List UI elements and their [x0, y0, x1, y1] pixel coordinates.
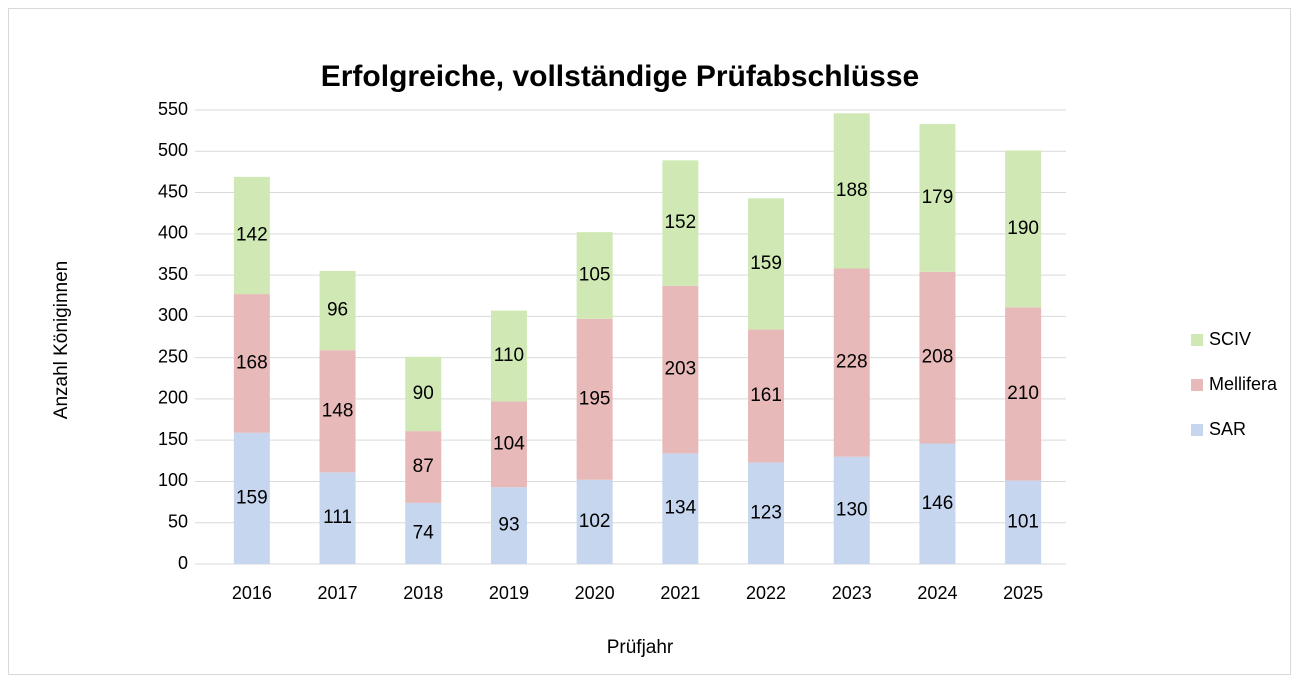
chart-title: Erfolgreiche, vollständige Prüfabschlüss… — [321, 60, 920, 93]
data-label: 87 — [413, 456, 434, 477]
data-label: 159 — [750, 253, 782, 274]
bar-segment — [1005, 480, 1042, 564]
bar-segment — [1005, 307, 1042, 481]
data-label: 110 — [494, 345, 524, 366]
y-tick-label: 150 — [158, 429, 188, 449]
data-label: 195 — [579, 388, 611, 409]
bar-segment — [319, 350, 356, 473]
x-tick-label: 2025 — [1003, 583, 1043, 603]
bar-segment — [833, 113, 870, 269]
y-tick-label: 50 — [168, 511, 188, 531]
x-tick-label: 2017 — [318, 583, 358, 603]
bar-segment — [662, 453, 699, 564]
bar-segment — [490, 401, 527, 488]
bar-segment — [405, 356, 442, 432]
y-tick-label: 450 — [158, 181, 188, 201]
legend-label: SCIV — [1209, 329, 1251, 349]
bar-segment — [405, 502, 442, 564]
legend-label: Mellifera — [1209, 374, 1278, 394]
data-label: 161 — [750, 385, 782, 406]
data-label: 123 — [750, 502, 782, 523]
bar-segment — [576, 232, 613, 319]
y-axis-label: Anzahl Königinnen — [51, 261, 72, 419]
x-tick-label: 2022 — [746, 583, 786, 603]
bar-segment — [233, 176, 270, 295]
bar-segment — [748, 198, 785, 330]
data-label: 101 — [1007, 511, 1039, 532]
bar-segment — [833, 456, 870, 564]
bar-segment — [662, 285, 699, 454]
data-label: 74 — [413, 522, 435, 543]
y-tick-label: 350 — [158, 264, 188, 284]
data-label: 190 — [1007, 218, 1039, 239]
data-label: 203 — [664, 359, 696, 380]
bar-segment — [233, 294, 270, 433]
y-tick-label: 200 — [158, 388, 188, 408]
bar-segment — [576, 479, 613, 564]
data-label: 93 — [498, 515, 519, 536]
bar-segment — [833, 268, 870, 457]
data-label: 130 — [836, 499, 868, 520]
data-label: 134 — [664, 498, 696, 519]
y-tick-label: 100 — [158, 470, 188, 490]
data-label: 228 — [836, 352, 868, 373]
data-label: 104 — [493, 433, 525, 454]
data-label: 210 — [1007, 383, 1039, 404]
bar-segment — [662, 160, 699, 286]
data-label: 168 — [236, 352, 268, 373]
y-tick-label: 550 — [158, 99, 188, 119]
data-label: 159 — [236, 487, 268, 508]
data-label: 208 — [922, 347, 954, 368]
y-tick-label: 400 — [158, 223, 188, 243]
legend-swatch — [1191, 424, 1203, 436]
bar-segment — [919, 443, 956, 564]
y-tick-label: 0 — [178, 553, 188, 573]
x-tick-label: 2019 — [489, 583, 529, 603]
x-tick-label: 2018 — [403, 583, 443, 603]
bar-segment — [233, 432, 270, 564]
bar-segment — [576, 318, 613, 480]
y-tick-label: 250 — [158, 346, 188, 366]
y-tick-label: 300 — [158, 305, 188, 325]
x-tick-label: 2024 — [917, 583, 957, 603]
data-label: 105 — [579, 265, 611, 286]
bar-segment — [490, 310, 527, 402]
x-axis-label: Prüfjahr — [607, 637, 674, 658]
x-tick-label: 2021 — [660, 583, 700, 603]
y-tick-label: 500 — [158, 140, 188, 160]
data-label: 179 — [922, 187, 954, 208]
bar-segment — [748, 329, 785, 463]
bar-segment — [319, 270, 356, 351]
data-label: 152 — [664, 212, 696, 233]
legend-swatch — [1191, 334, 1203, 346]
data-label: 148 — [322, 400, 354, 421]
data-label: 188 — [836, 180, 868, 201]
data-label: 142 — [236, 224, 268, 245]
data-label: 146 — [922, 493, 954, 514]
data-label: 111 — [323, 507, 352, 528]
data-label: 102 — [579, 511, 611, 532]
chart-border — [8, 8, 1291, 675]
bar-segment — [490, 487, 527, 564]
bar-segment — [319, 472, 356, 564]
legend-label: SAR — [1209, 419, 1246, 439]
bar-segment — [748, 462, 785, 564]
bar-segment — [405, 431, 442, 503]
bar-segment — [919, 271, 956, 444]
data-label: 96 — [327, 300, 348, 321]
x-tick-label: 2016 — [232, 583, 272, 603]
bar-segment — [1005, 150, 1042, 308]
bar-segment — [919, 124, 956, 272]
legend-swatch — [1191, 379, 1203, 391]
data-label: 90 — [413, 383, 434, 404]
x-tick-label: 2020 — [575, 583, 615, 603]
x-tick-label: 2023 — [832, 583, 872, 603]
